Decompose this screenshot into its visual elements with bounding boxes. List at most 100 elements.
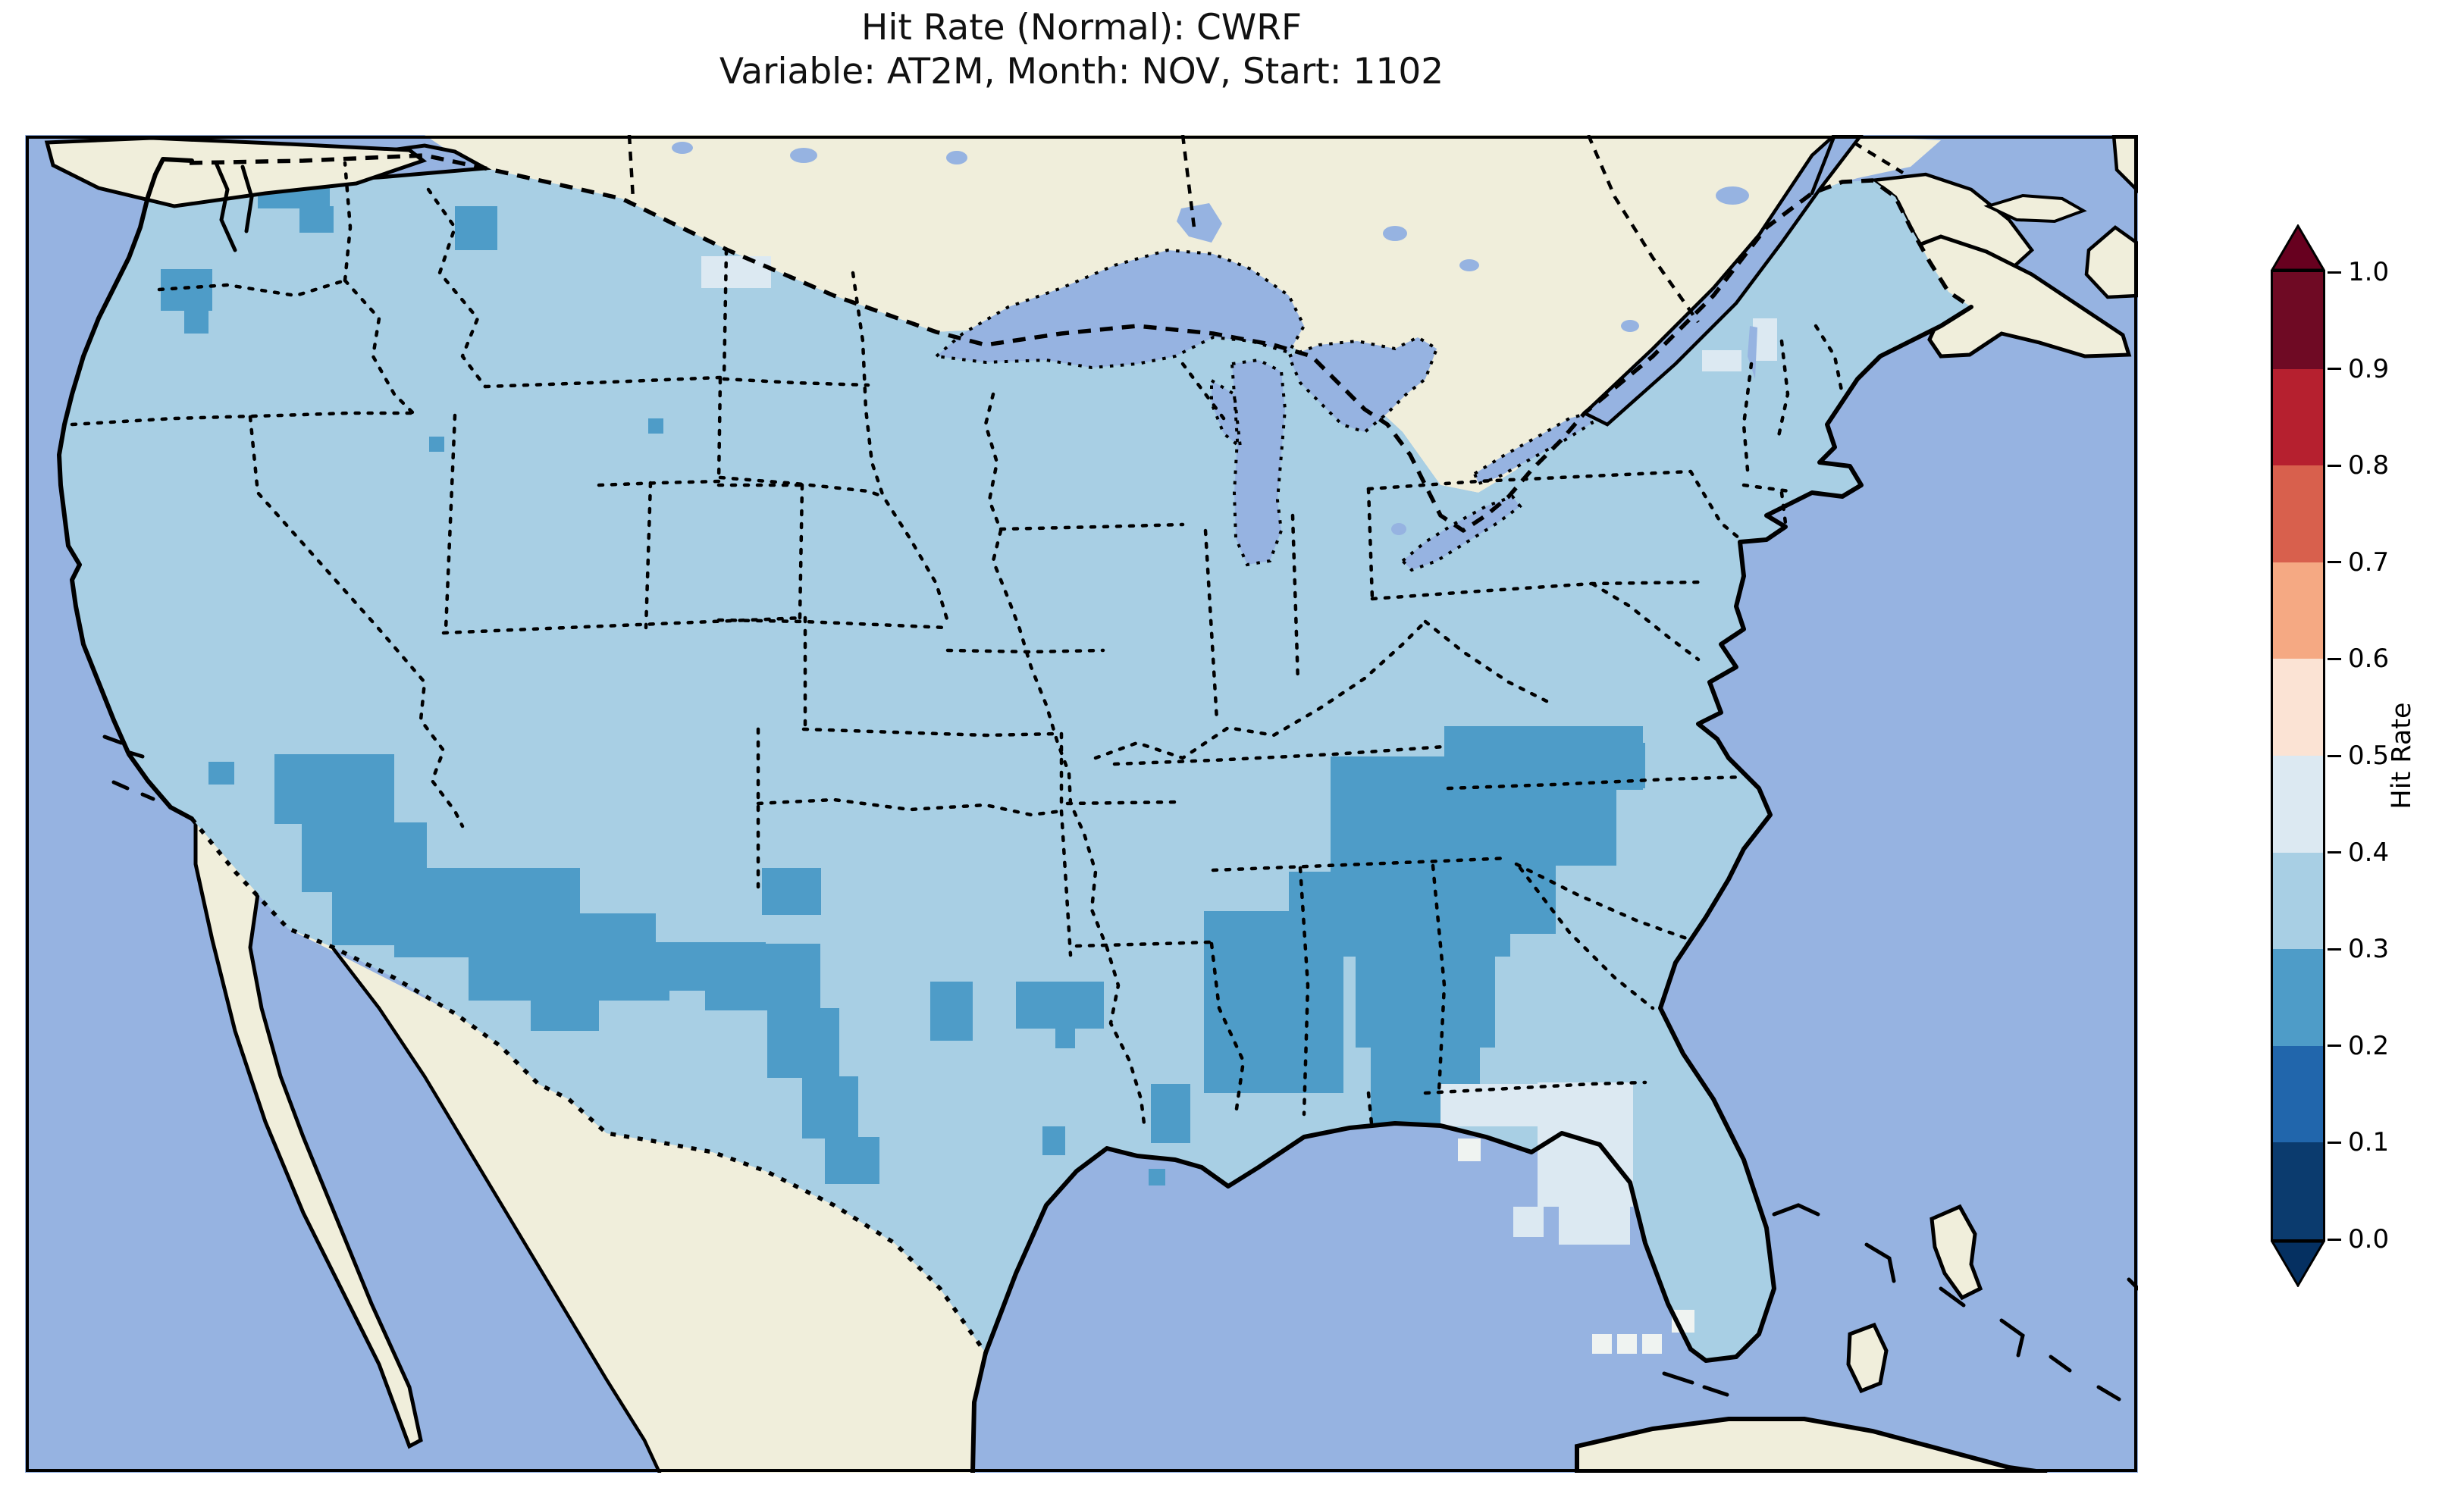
- heatmap-cell-0.2-0.3: [299, 206, 334, 233]
- canadian-lakes: [672, 142, 2017, 332]
- heatmap-cell-0.5-0.6: [1592, 1334, 1612, 1354]
- colorbar-segment: [2273, 465, 2323, 562]
- colorbar-tick-label: 0.5: [2348, 741, 2390, 771]
- heatmap-cell-0.2-0.3: [1151, 1084, 1190, 1143]
- heatmap-cell-0.2-0.3: [469, 957, 669, 1001]
- colorbar-segment: [2273, 1142, 2323, 1239]
- lake-erie: [1403, 496, 1520, 570]
- map-frame: [26, 136, 2137, 1472]
- heatmap-cell-0.4-0.5: [1702, 350, 1741, 371]
- figure-title-block: Hit Rate (Normal): CWRF Variable: AT2M, …: [25, 6, 2138, 94]
- heatmap-cell-0.2-0.3: [1401, 790, 1616, 866]
- bahamas-andros: [1930, 1204, 1983, 1301]
- colorbar-tick: [2328, 754, 2341, 757]
- heatmap-cell-0.4-0.5: [701, 256, 771, 288]
- heatmap-cell-0.2-0.3: [1444, 726, 1643, 790]
- cape-breton-land: [2084, 225, 2138, 299]
- figure-title: Hit Rate (Normal): CWRF: [861, 7, 1302, 49]
- heatmap-cell-0.5-0.6: [1642, 1334, 1662, 1354]
- lake-huron: [1289, 337, 1437, 432]
- heatmap-cell-0.2-0.3: [1506, 863, 1556, 934]
- heatmap-cell-0.5-0.6: [1458, 1139, 1481, 1161]
- heatmap-cell-0.2-0.3: [1042, 1126, 1065, 1155]
- colorbar-tick-label: 0.7: [2348, 547, 2390, 578]
- conus-fill: [59, 148, 1971, 1361]
- heatmap-cell-0.2-0.3: [455, 206, 497, 250]
- puget-sound-coastline: [214, 161, 254, 252]
- newfoundland-corner: [2111, 135, 2138, 194]
- colorbar-tick: [2328, 464, 2341, 467]
- colorbar-segment: [2273, 755, 2323, 853]
- colorbar-segment: [2273, 949, 2323, 1046]
- heatmap-cell-0.2-0.3: [429, 437, 444, 452]
- colorbar-tick-label: 0.2: [2348, 1030, 2390, 1061]
- heatmap-cell-0.4-0.5: [1513, 1207, 1544, 1237]
- heatmap-cell-0.2-0.3: [184, 309, 208, 334]
- colorbar-tick-label: 0.4: [2348, 837, 2390, 868]
- heatmap-cell-0.2-0.3: [1342, 866, 1510, 957]
- heatmap-cell-0.2-0.3: [762, 868, 821, 915]
- heatmap-cell-0.2-0.3: [1055, 1029, 1075, 1048]
- heatmap-cell-0.2-0.3: [1356, 957, 1495, 1048]
- colorbar-tick-label: 0.6: [2348, 644, 2390, 675]
- heatmap-cell-0.2-0.3: [274, 754, 394, 824]
- heatmap-cell-0.2-0.3: [1149, 1169, 1165, 1185]
- vancouver-island-land: [44, 136, 428, 208]
- atlantic-coastline: [1658, 305, 1973, 1359]
- figure-subtitle: Variable: AT2M, Month: NOV, Start: 1102: [719, 51, 1444, 92]
- colorbar-tick-label: 0.0: [2348, 1224, 2390, 1254]
- bahamas-island-2: [1846, 1322, 1889, 1394]
- cuba-land: [1575, 1417, 2048, 1473]
- pacific-coastline: [57, 157, 194, 821]
- nova-scotia-land: [1892, 234, 2132, 359]
- map-svg: [25, 135, 2138, 1473]
- heatmap-cell-0.2-0.3: [930, 982, 973, 1041]
- pei-land: [1983, 193, 2087, 224]
- heatmap-cell-0.2-0.3: [1289, 872, 1343, 1093]
- colorbar-tick: [2328, 1045, 2341, 1048]
- colorbar-segment: [2273, 852, 2323, 950]
- sea-of-cortez-coastline: [331, 947, 662, 1473]
- colorbar-under-arrow: [2271, 1242, 2325, 1287]
- colorbar-segment: [2273, 368, 2323, 466]
- colorbar-over-arrow: [2271, 224, 2325, 270]
- colorbar-tick: [2328, 1238, 2341, 1241]
- heatmap-cell-0.2-0.3: [802, 1076, 858, 1139]
- mexico-gulf-coastline: [970, 1351, 988, 1473]
- colorbar-segment: [2273, 1045, 2323, 1143]
- lake-champlain: [1748, 326, 1757, 379]
- heatmap-cell-0.2-0.3: [161, 269, 212, 311]
- heatmap-cell-0.5-0.6: [1617, 1334, 1637, 1354]
- heatmap-cell-0.2-0.3: [531, 1001, 599, 1031]
- mexico-land: [192, 819, 986, 1473]
- colorbar-segment: [2273, 562, 2323, 659]
- heatmap-cell-0.2-0.3: [1204, 911, 1290, 1093]
- heatmap-cell-0.2-0.3: [394, 913, 656, 957]
- colorbar-ticks: 1.0 0.9 0.8 0.7 0.6 0.5 0.4 0.3 0.2 0.1 0.0: [2325, 257, 2464, 1254]
- colorbar-tick: [2328, 851, 2341, 854]
- colorbar-tick: [2328, 271, 2341, 274]
- colorbar-segment: [2273, 272, 2323, 369]
- heatmap-cell-0.2-0.3: [1016, 982, 1104, 1029]
- heatmap-cell-0.2-0.3: [302, 822, 427, 892]
- colorbar-tick: [2328, 368, 2341, 371]
- us-canada-border: [189, 153, 1973, 533]
- st-lawrence-north-coast: [1810, 135, 1837, 196]
- gulf-coastline: [983, 1121, 1738, 1363]
- heatmap-cell-0.2-0.3: [409, 868, 580, 915]
- lake-ontario: [1475, 413, 1592, 484]
- colorbar-tick: [2328, 561, 2341, 564]
- lake-superior: [936, 250, 1304, 368]
- colorbar-tick: [2328, 657, 2341, 660]
- heatmap-cell-0.2-0.3: [825, 1137, 879, 1184]
- us-mexico-border: [190, 817, 988, 1355]
- heatmap-cell-0.2-0.3: [648, 418, 663, 434]
- colorbar-tick-label: 0.3: [2348, 934, 2390, 965]
- map-canvas: [25, 135, 2138, 1473]
- colorbar-tick-label: 0.1: [2348, 1127, 2390, 1158]
- heatmap-patches: [161, 155, 1777, 1354]
- heatmap-cell-0.4-0.5: [1559, 1182, 1630, 1245]
- lake-michigan: [1232, 360, 1285, 565]
- colorbar-tick-label: 0.9: [2348, 353, 2390, 384]
